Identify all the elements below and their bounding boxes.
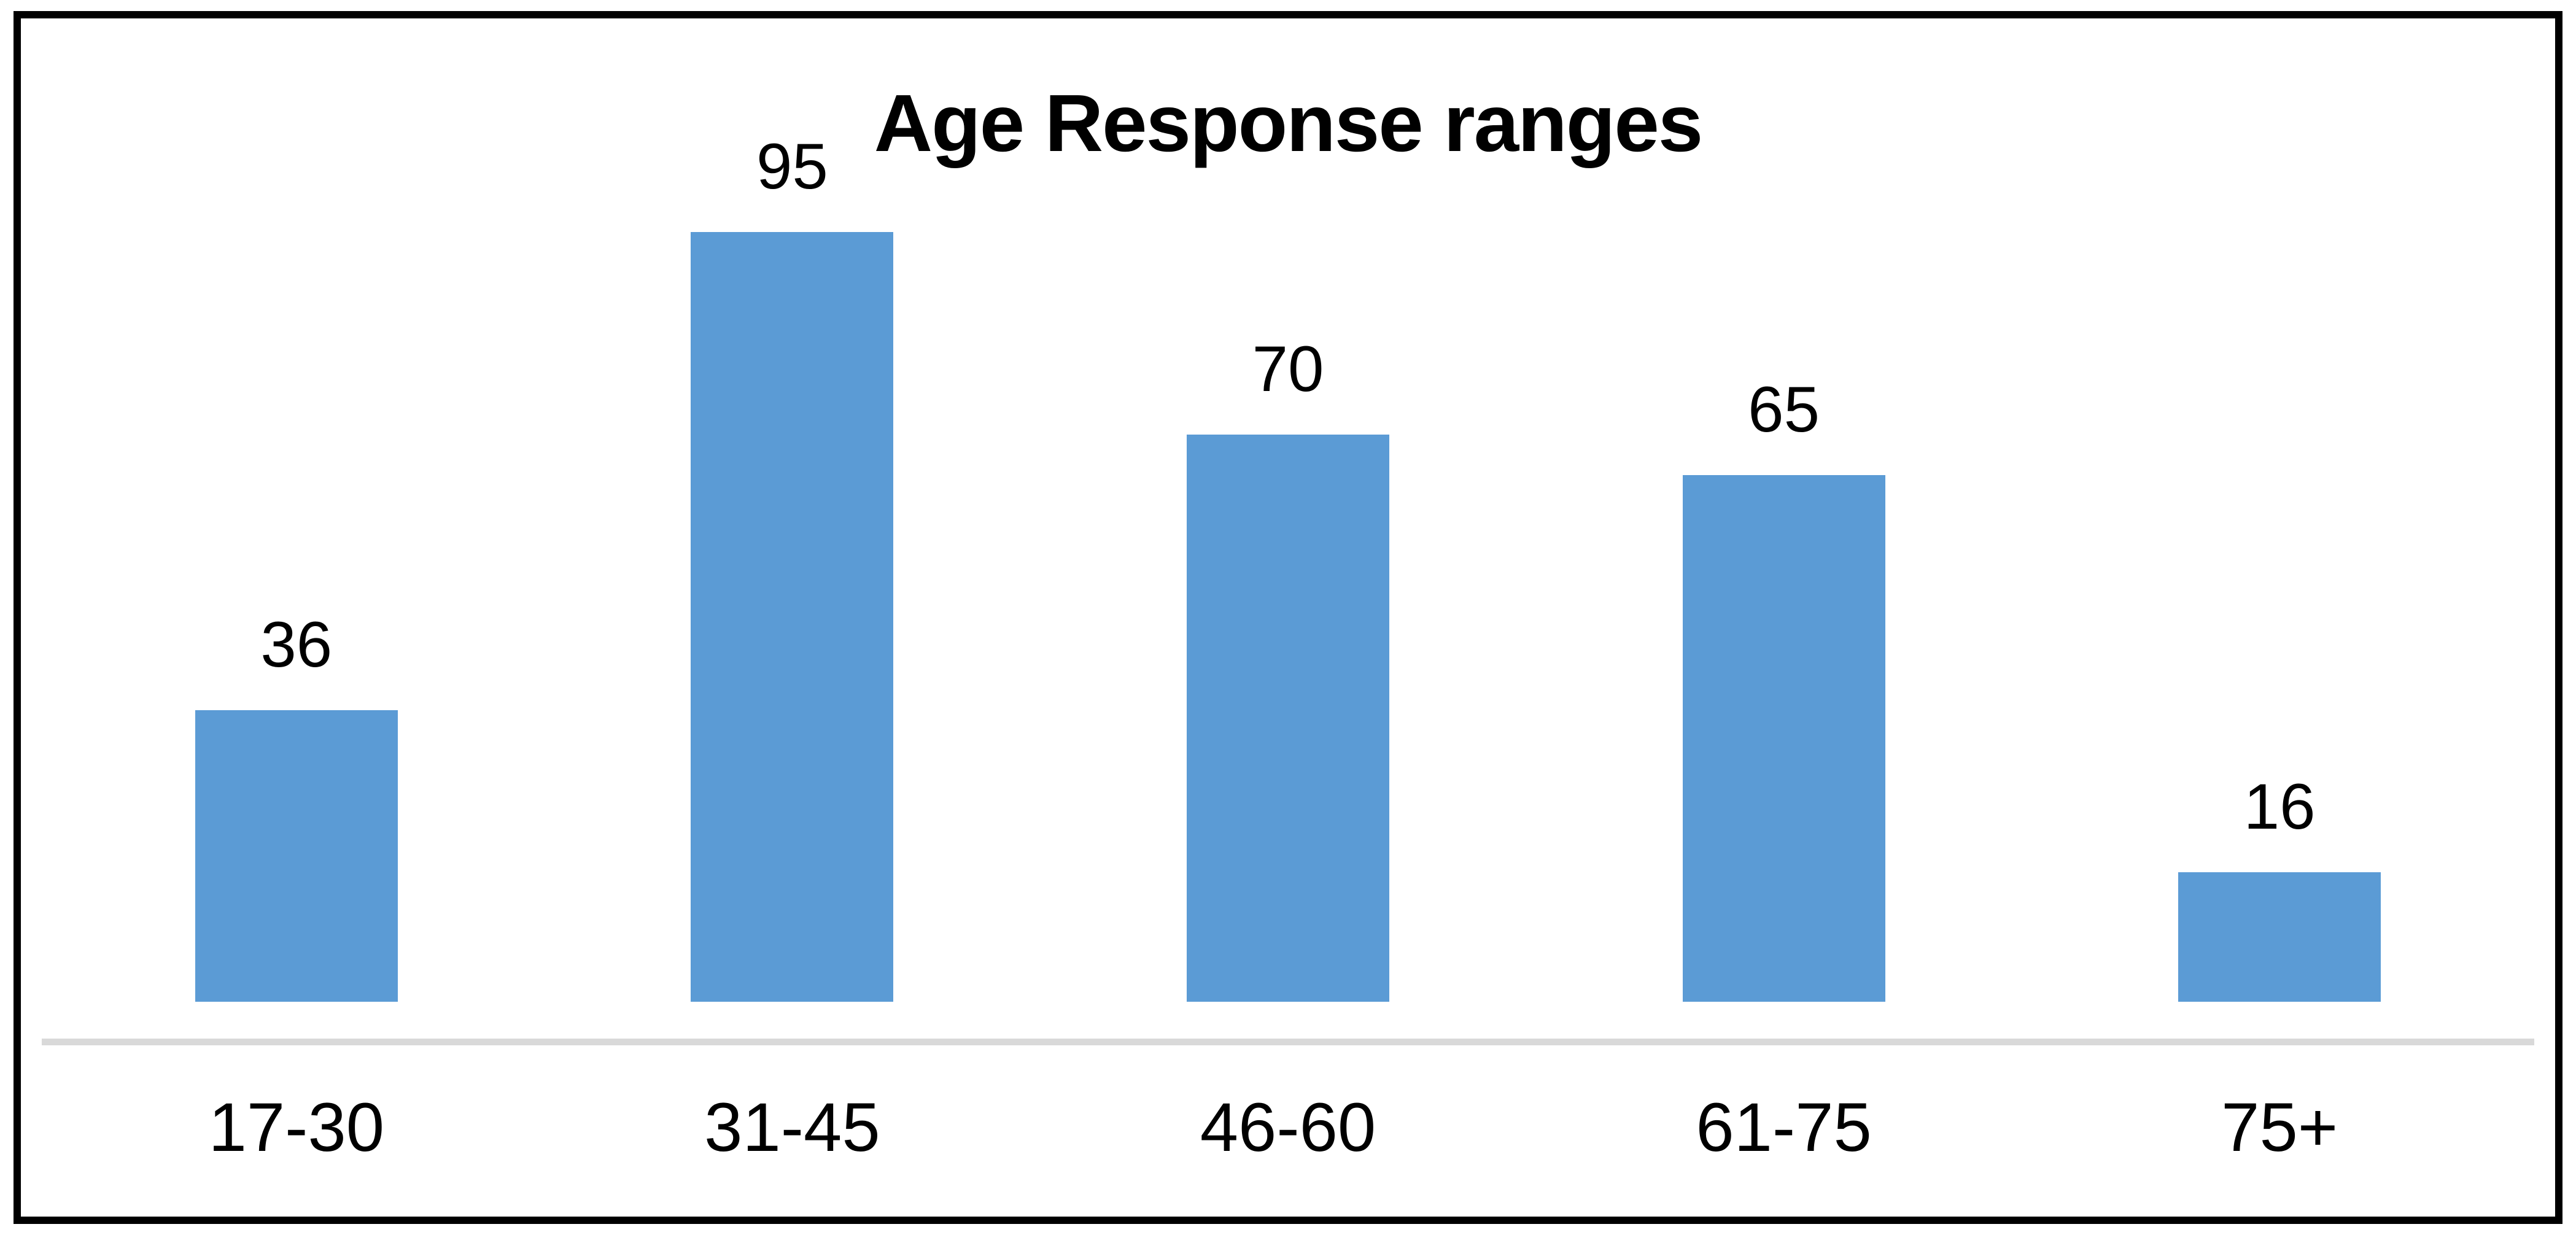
bar-value-label: 16 xyxy=(2243,771,2316,843)
bar-group: 95 xyxy=(545,130,1041,1002)
chart-frame: Age Response ranges 36 95 70 65 16 17-30 31-4… xyxy=(14,11,2562,1224)
bar-group: 65 xyxy=(1536,373,2032,1002)
category-label: 31-45 xyxy=(704,1089,880,1166)
bar-value-label: 95 xyxy=(756,131,828,203)
bar-group: 70 xyxy=(1040,333,1536,1002)
bar xyxy=(1186,435,1389,1002)
bar-value-label: 70 xyxy=(1252,333,1324,406)
bar-group: 16 xyxy=(2031,770,2528,1002)
bar-plot: 36 95 70 65 16 xyxy=(48,130,2528,1002)
bar-value-label: 36 xyxy=(260,609,333,681)
category-label: 75+ xyxy=(2221,1089,2338,1166)
category-axis: 17-30 31-45 46-60 61-75 75+ xyxy=(48,1090,2528,1165)
bar-group: 36 xyxy=(48,608,545,1002)
bar xyxy=(2178,872,2381,1002)
category-label: 61-75 xyxy=(1696,1089,1872,1166)
x-axis-line xyxy=(42,1039,2534,1045)
bar xyxy=(195,710,398,1002)
category-label: 17-30 xyxy=(208,1089,385,1166)
chart-title: Age Response ranges xyxy=(874,78,1703,168)
bar xyxy=(691,232,894,1002)
bar xyxy=(1682,475,1885,1002)
bar-value-label: 65 xyxy=(1748,374,1820,446)
category-label: 46-60 xyxy=(1200,1089,1376,1166)
